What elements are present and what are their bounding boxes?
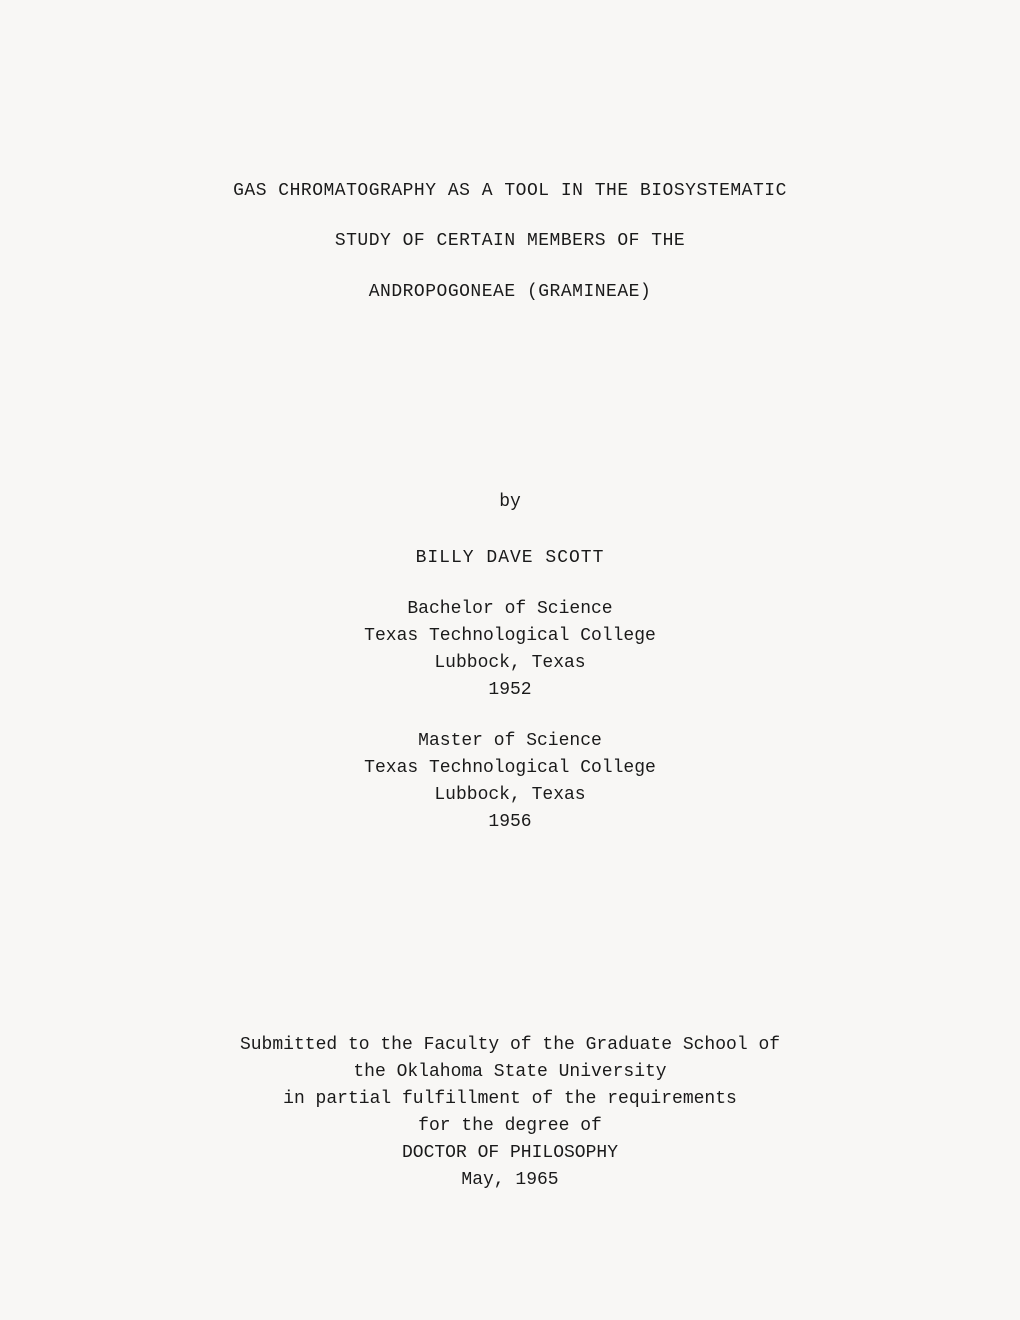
submitted-line-1: Submitted to the Faculty of the Graduate…	[240, 1032, 780, 1059]
title-page: GAS CHROMATOGRAPHY AS A TOOL IN THE BIOS…	[0, 175, 1020, 1194]
degree-1-school: Texas Technological College	[364, 623, 656, 650]
title-line-1: GAS CHROMATOGRAPHY AS A TOOL IN THE BIOS…	[233, 175, 787, 207]
submitted-statement: Submitted to the Faculty of the Graduate…	[240, 1032, 780, 1194]
degree-1-name: Bachelor of Science	[364, 596, 656, 623]
submitted-line-2: the Oklahoma State University	[240, 1059, 780, 1086]
degree-2-location: Lubbock, Texas	[364, 782, 656, 809]
degree-2-school: Texas Technological College	[364, 755, 656, 782]
degree-2-year: 1956	[364, 809, 656, 836]
author-name: BILLY DAVE SCOTT	[416, 545, 605, 572]
submitted-line-6: May, 1965	[240, 1167, 780, 1194]
author-block: BILLY DAVE SCOTT	[416, 545, 605, 572]
submitted-line-4: for the degree of	[240, 1113, 780, 1140]
degree-1-year: 1952	[364, 677, 656, 704]
degree-2-name: Master of Science	[364, 728, 656, 755]
submitted-line-5: DOCTOR OF PHILOSOPHY	[240, 1140, 780, 1167]
degree-1: Bachelor of Science Texas Technological …	[364, 596, 656, 704]
by-word: by	[499, 486, 521, 518]
degree-2: Master of Science Texas Technological Co…	[364, 728, 656, 836]
thesis-title: GAS CHROMATOGRAPHY AS A TOOL IN THE BIOS…	[233, 175, 787, 326]
title-line-2: STUDY OF CERTAIN MEMBERS OF THE	[233, 225, 787, 257]
title-line-3: ANDROPOGONEAE (GRAMINEAE)	[233, 276, 787, 308]
submitted-line-3: in partial fulfillment of the requiremen…	[240, 1086, 780, 1113]
degree-1-location: Lubbock, Texas	[364, 650, 656, 677]
by-line: by	[499, 486, 521, 518]
